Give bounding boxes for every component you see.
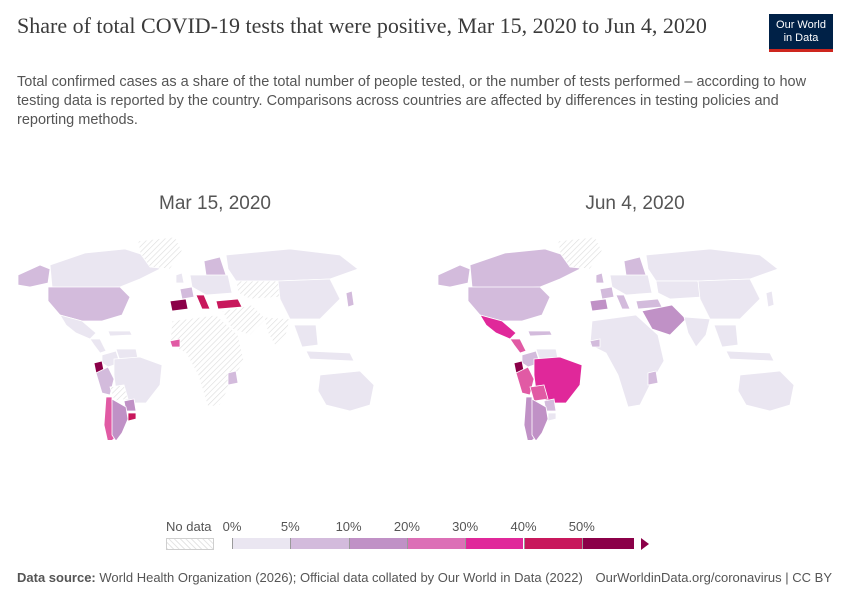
world-map-jun-4 [437, 236, 795, 440]
region-central-asia[interactable] [655, 280, 703, 300]
region-uruguay[interactable] [127, 412, 137, 422]
region-france[interactable] [179, 286, 195, 300]
region-caribbean[interactable] [107, 330, 133, 337]
region-middle-east[interactable] [221, 304, 267, 336]
region-bolivia[interactable] [109, 384, 129, 402]
legend-bin [465, 538, 524, 549]
region-alaska[interactable] [437, 264, 471, 288]
logo-line-1: Our World [776, 19, 826, 31]
legend-tick-label: 40% [510, 519, 537, 534]
legend-tick-label: 0% [222, 519, 242, 534]
source-url[interactable]: OurWorldinData.org/coronavirus | CC BY [595, 570, 832, 585]
region-japan[interactable] [765, 290, 775, 308]
legend-arrow-icon [641, 538, 649, 550]
world-map-mar-15 [17, 236, 375, 440]
region-uk[interactable] [175, 272, 185, 284]
legend-tick-label: 10% [335, 519, 362, 534]
region-east-africa-pt[interactable] [227, 370, 239, 386]
legend-tick-label: 20% [393, 519, 420, 534]
region-central-america[interactable] [509, 338, 527, 354]
region-usa[interactable] [47, 286, 131, 322]
region-europe-rest[interactable] [189, 274, 233, 296]
region-france[interactable] [599, 286, 615, 300]
region-india[interactable] [683, 316, 711, 348]
region-central-america[interactable] [89, 338, 107, 354]
legend-bin [581, 538, 634, 549]
region-uruguay[interactable] [547, 412, 557, 422]
region-usa[interactable] [467, 286, 551, 322]
world-maps [17, 236, 795, 440]
region-west-africa-pt[interactable] [169, 338, 181, 348]
region-argentina[interactable] [531, 398, 549, 440]
region-spain[interactable] [589, 298, 609, 312]
region-europe-rest[interactable] [609, 274, 653, 296]
region-indonesia[interactable] [305, 350, 355, 362]
legend-tick-label: 30% [452, 519, 479, 534]
region-italy[interactable] [615, 294, 631, 310]
map-label-jun-4: Jun 4, 2020 [585, 193, 685, 214]
region-russia[interactable] [645, 248, 779, 282]
map-label-mar-15: Mar 15, 2020 [159, 193, 271, 214]
chart-title: Share of total COVID-19 tests that were … [17, 13, 707, 38]
region-india[interactable] [263, 316, 291, 348]
data-source: Data source: World Health Organization (… [17, 570, 583, 585]
region-chile[interactable] [523, 396, 535, 440]
region-middle-east[interactable] [641, 304, 687, 336]
region-uk[interactable] [595, 272, 605, 284]
legend-tick-label: 50% [568, 519, 595, 534]
legend-bin [406, 538, 466, 549]
region-caribbean[interactable] [527, 330, 553, 337]
data-source-text: World Health Organization (2026); Offici… [99, 570, 583, 585]
legend-bin [290, 538, 349, 549]
region-east-africa-pt[interactable] [647, 370, 659, 386]
region-australia[interactable] [737, 370, 795, 412]
region-russia[interactable] [225, 248, 359, 282]
region-greenland[interactable] [557, 236, 603, 270]
data-source-label: Data source: [17, 570, 96, 585]
region-africa[interactable] [589, 314, 665, 408]
region-argentina[interactable] [111, 398, 129, 440]
region-bolivia[interactable] [529, 384, 549, 402]
owid-logo[interactable]: Our World in Data [769, 14, 833, 52]
legend-no-data-swatch [166, 538, 214, 550]
region-alaska[interactable] [17, 264, 51, 288]
region-indonesia[interactable] [725, 350, 775, 362]
region-australia[interactable] [317, 370, 375, 412]
region-italy[interactable] [195, 294, 211, 310]
legend-bin [523, 538, 582, 549]
legend-no-data-label: No data [166, 519, 212, 534]
region-chile[interactable] [103, 396, 115, 440]
region-central-asia[interactable] [235, 280, 283, 300]
legend-tick-label: 5% [280, 519, 300, 534]
region-africa[interactable] [169, 314, 245, 408]
region-southeast-asia[interactable] [293, 324, 319, 348]
region-southeast-asia[interactable] [713, 324, 739, 348]
region-china[interactable] [697, 278, 761, 320]
region-china[interactable] [277, 278, 341, 320]
legend-bin [348, 538, 407, 549]
region-spain[interactable] [169, 298, 189, 312]
region-japan[interactable] [345, 290, 355, 308]
legend-bin [232, 538, 291, 549]
region-greenland[interactable] [137, 236, 183, 270]
region-west-africa-pt[interactable] [589, 338, 601, 348]
logo-line-2: in Data [783, 32, 819, 44]
chart-subtitle: Total confirmed cases as a share of the … [17, 74, 807, 128]
